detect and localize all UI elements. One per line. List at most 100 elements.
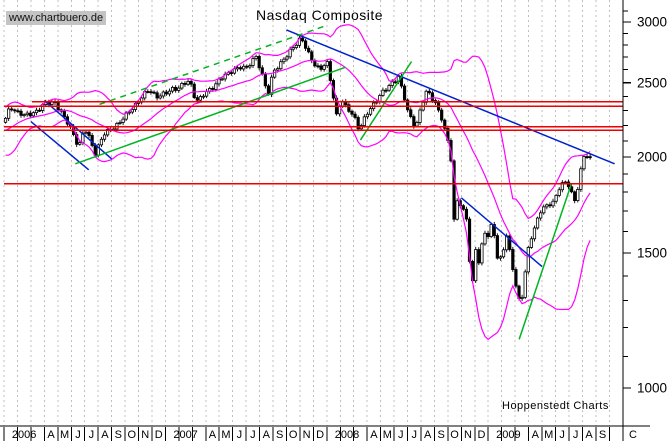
candle-body-up — [501, 249, 506, 258]
candle-body-up — [170, 86, 175, 92]
candle-body-up — [25, 112, 29, 116]
x-axis-month-label: M — [60, 429, 69, 441]
candle-body-down — [307, 47, 311, 53]
candle-body-up — [22, 114, 26, 117]
trend-line-uptrend-2009 — [518, 182, 573, 340]
candle-body-down — [464, 208, 469, 220]
candle-body-down — [477, 249, 481, 264]
candle-body-up — [84, 131, 88, 134]
candle-body-down — [347, 104, 351, 112]
candle-body-up — [161, 91, 165, 97]
candle-body-up — [474, 249, 478, 282]
x-axis-month-label: O — [450, 429, 459, 441]
x-axis-month-label: D — [316, 429, 324, 441]
candle-body-up — [276, 68, 280, 71]
x-axis-month-label: J — [411, 429, 417, 441]
candle-body-down — [195, 97, 199, 101]
candle-body-up — [288, 48, 292, 58]
candle-body-up — [130, 109, 134, 113]
candle-body-down — [412, 116, 416, 127]
candle-body-down — [300, 37, 305, 42]
x-axis-month-label: A — [585, 429, 593, 441]
candle-body-up — [418, 109, 422, 123]
x-axis-month-label: N — [303, 429, 311, 441]
x-axis-month-label: A — [370, 429, 378, 441]
y-axis-label: 1000 — [637, 381, 667, 396]
trend-line-downtrend-2008-2009 — [460, 197, 543, 268]
trend-lines — [30, 24, 615, 340]
candle-body-down — [443, 119, 447, 129]
candle-body-up — [362, 116, 366, 126]
x-axis-month-label: S — [599, 429, 606, 441]
x-axis-month-label: N — [141, 429, 149, 441]
x-axis-month-label: J — [573, 429, 579, 441]
candle-body-down — [384, 89, 388, 92]
candle-body-down — [149, 91, 153, 94]
candle-body-down — [155, 92, 159, 99]
candle-body-up — [198, 96, 203, 101]
candle-body-up — [489, 224, 493, 237]
candle-body-down — [303, 40, 308, 49]
candle-body-up — [167, 90, 172, 95]
candle-body-down — [257, 56, 261, 69]
x-axis-month-label: O — [289, 429, 298, 441]
candle-body-up — [254, 56, 258, 60]
candle-body-up — [381, 89, 385, 96]
x-axis-month-label: S — [276, 429, 283, 441]
candle-body-down — [316, 65, 320, 68]
candle-body-up — [523, 271, 527, 298]
candle-body-down — [356, 117, 360, 130]
y-axis-label: 2500 — [637, 75, 667, 90]
candle-body-up — [291, 47, 295, 50]
candle-body-down — [10, 108, 14, 111]
candle-body-up — [121, 118, 125, 123]
x-axis-month-label: D — [155, 429, 163, 441]
chart-title: Nasdaq Composite — [256, 7, 384, 23]
candle-body-up — [529, 238, 533, 248]
candle-body-up — [576, 189, 580, 202]
candle-body-up — [235, 67, 240, 70]
candle-body-up — [248, 65, 252, 68]
trend-line-uptrend-channel-2006-2007-dashed — [99, 24, 328, 106]
candle-body-up — [31, 112, 35, 117]
candle-body-down — [393, 81, 397, 84]
candle-body-up — [480, 243, 484, 264]
x-axis-month-label: N — [464, 429, 472, 441]
candle-body-down — [495, 235, 499, 259]
candle-body-up — [106, 128, 110, 136]
x-axis-year-label: 2006 — [12, 429, 36, 441]
candle-body-up — [526, 247, 530, 273]
candle-body-down — [467, 218, 472, 262]
candle-body-down — [164, 91, 168, 95]
candle-body-up — [273, 69, 277, 78]
candle-body-up — [279, 61, 283, 70]
candle-body-down — [310, 51, 314, 61]
x-axis-month-label: A — [424, 429, 432, 441]
x-axis-month-label: A — [263, 429, 271, 441]
candle-body-up — [563, 181, 568, 184]
candle-body-down — [192, 83, 196, 98]
x-axis-month-label: D — [477, 429, 485, 441]
candle-body-up — [520, 296, 524, 299]
candle-body-up — [214, 83, 218, 90]
candle-body-down — [211, 88, 215, 90]
horizontal-level-lines — [4, 101, 623, 185]
candle-body-up — [322, 65, 326, 70]
candle-body-down — [189, 80, 193, 85]
trend-line-downtrend-2006-upper — [43, 100, 113, 160]
candle-body-up — [242, 65, 246, 70]
candle-body-down — [328, 61, 332, 81]
y-axis-label: 2000 — [637, 150, 667, 165]
candle-body-down — [492, 224, 496, 236]
bollinger-middle-band — [5, 58, 591, 258]
candle-body-down — [16, 110, 20, 113]
candle-body-up — [102, 134, 107, 140]
candle-body-down — [263, 73, 267, 87]
candle-body-up — [115, 123, 119, 130]
candle-body-up — [232, 68, 237, 74]
candle-body-up — [158, 95, 162, 99]
watermark: www.chartbuero.de — [6, 11, 107, 25]
candle-body-up — [483, 232, 487, 245]
